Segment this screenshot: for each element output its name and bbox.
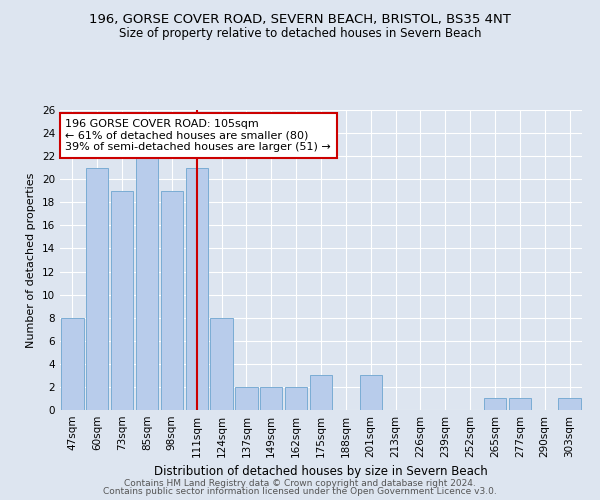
Bar xyxy=(285,387,307,410)
Text: Contains HM Land Registry data © Crown copyright and database right 2024.: Contains HM Land Registry data © Crown c… xyxy=(124,478,476,488)
Text: Contains public sector information licensed under the Open Government Licence v3: Contains public sector information licen… xyxy=(103,487,497,496)
Y-axis label: Number of detached properties: Number of detached properties xyxy=(26,172,37,348)
Text: 196, GORSE COVER ROAD, SEVERN BEACH, BRISTOL, BS35 4NT: 196, GORSE COVER ROAD, SEVERN BEACH, BRI… xyxy=(89,12,511,26)
Text: 196 GORSE COVER ROAD: 105sqm
← 61% of detached houses are smaller (80)
39% of se: 196 GORSE COVER ROAD: 105sqm ← 61% of de… xyxy=(65,119,331,152)
Bar xyxy=(136,156,158,410)
Bar xyxy=(211,318,233,410)
X-axis label: Distribution of detached houses by size in Severn Beach: Distribution of detached houses by size … xyxy=(154,466,488,478)
Bar xyxy=(559,398,581,410)
Bar xyxy=(484,398,506,410)
Bar xyxy=(86,168,109,410)
Bar xyxy=(260,387,283,410)
Bar xyxy=(61,318,83,410)
Bar xyxy=(310,376,332,410)
Bar xyxy=(161,191,183,410)
Bar xyxy=(185,168,208,410)
Text: Size of property relative to detached houses in Severn Beach: Size of property relative to detached ho… xyxy=(119,28,481,40)
Bar xyxy=(359,376,382,410)
Bar xyxy=(509,398,531,410)
Bar xyxy=(235,387,257,410)
Bar xyxy=(111,191,133,410)
